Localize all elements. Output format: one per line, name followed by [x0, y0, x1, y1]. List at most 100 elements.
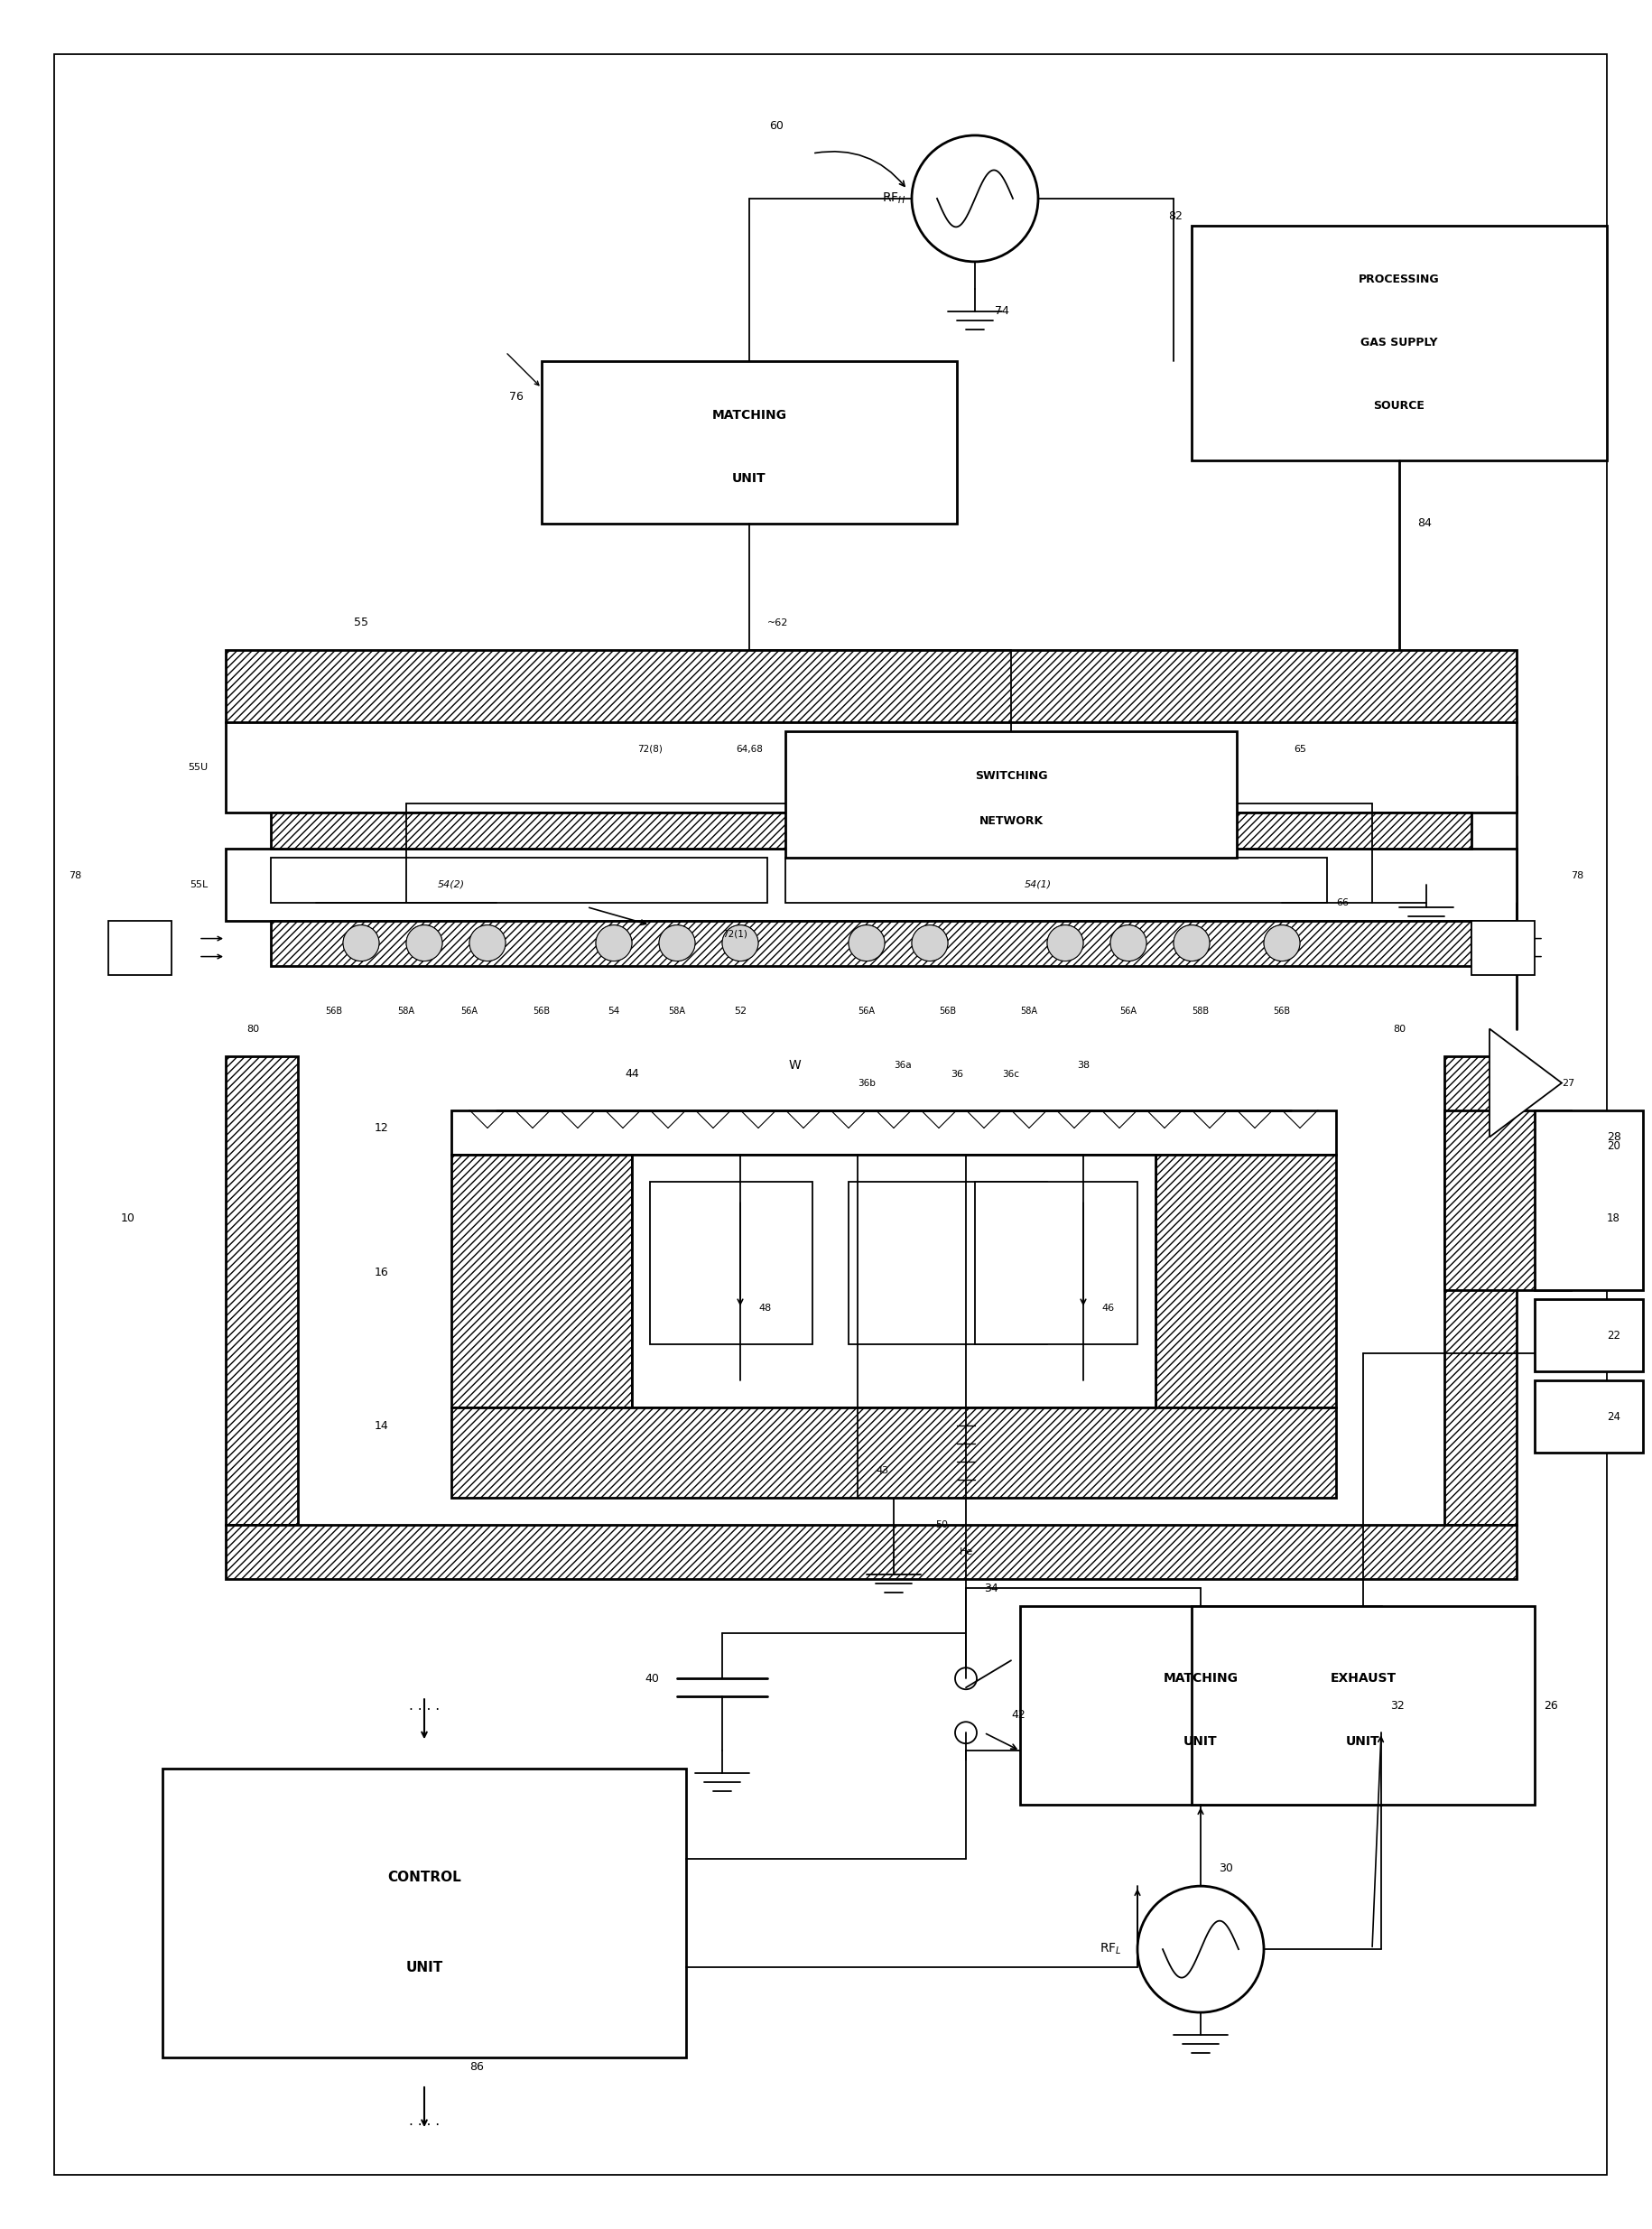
Text: 12: 12 [373, 1121, 388, 1135]
Text: 66: 66 [1336, 898, 1348, 907]
Bar [1444, 1057, 1517, 1525]
Text: 42: 42 [1011, 1710, 1026, 1721]
Text: 36c: 36c [1003, 1070, 1019, 1079]
Text: 36: 36 [950, 1070, 963, 1079]
Text: 55: 55 [354, 617, 368, 629]
Text: RF$_H$: RF$_H$ [882, 192, 905, 205]
Text: 36b: 36b [857, 1079, 876, 1088]
Text: NETWORK: NETWORK [980, 816, 1042, 827]
Bar [633, 1155, 1155, 1409]
Text: 78: 78 [68, 872, 81, 880]
Circle shape [1110, 925, 1146, 961]
Text: 54: 54 [608, 1005, 620, 1014]
Bar [162, 1770, 686, 2057]
Bar [785, 731, 1237, 858]
Text: GAS SUPPLY: GAS SUPPLY [1361, 337, 1437, 348]
Text: SWITCHING: SWITCHING [975, 771, 1047, 782]
Text: 82: 82 [1168, 212, 1183, 223]
Text: 78: 78 [1571, 872, 1584, 880]
Text: 86: 86 [469, 2060, 484, 2073]
Text: 58A: 58A [669, 1005, 686, 1014]
Text: RF$_L$: RF$_L$ [1099, 1941, 1122, 1957]
Bar [1155, 1155, 1336, 1409]
Text: UNIT: UNIT [1346, 1736, 1379, 1748]
Text: . . . .: . . . . [410, 1698, 439, 1712]
Text: 56A: 56A [857, 1005, 876, 1014]
Text: 34: 34 [985, 1583, 998, 1594]
Text: 18: 18 [1607, 1213, 1621, 1224]
Text: 10: 10 [121, 1213, 135, 1224]
Text: 14: 14 [373, 1420, 388, 1431]
Bar [451, 1409, 1336, 1498]
Text: 54(1): 54(1) [1024, 880, 1052, 889]
Text: 60: 60 [770, 120, 783, 132]
Text: 56A: 56A [461, 1005, 477, 1014]
Text: 58A: 58A [1021, 1005, 1037, 1014]
Circle shape [596, 925, 633, 961]
Circle shape [469, 925, 506, 961]
Bar [1535, 1380, 1644, 1453]
Bar [451, 1155, 633, 1409]
Circle shape [1264, 925, 1300, 961]
Polygon shape [1490, 1030, 1561, 1137]
Bar [975, 1181, 1138, 1344]
Circle shape [406, 925, 443, 961]
Text: 50: 50 [935, 1520, 948, 1529]
Text: 58A: 58A [398, 1005, 415, 1014]
Text: 55L: 55L [190, 880, 208, 889]
Bar [271, 811, 1472, 849]
Bar [226, 1057, 297, 1525]
Text: MATCHING: MATCHING [1163, 1672, 1237, 1685]
Bar [849, 1181, 1047, 1344]
Circle shape [1173, 925, 1209, 961]
Text: 58B: 58B [1193, 1005, 1209, 1014]
Bar [226, 649, 1517, 722]
Bar [226, 1525, 1517, 1580]
Text: 30: 30 [1219, 1861, 1232, 1875]
Bar [226, 722, 1517, 811]
Text: 24: 24 [1607, 1411, 1621, 1422]
Text: 54(2): 54(2) [438, 880, 464, 889]
Text: 46: 46 [1102, 1304, 1113, 1313]
Text: 38: 38 [1077, 1061, 1090, 1070]
Text: UNIT: UNIT [406, 1962, 443, 1975]
Text: He: He [960, 1547, 973, 1556]
Text: MATCHING: MATCHING [712, 408, 786, 421]
Bar [226, 849, 1517, 921]
Text: 44: 44 [624, 1068, 639, 1079]
Text: 36a: 36a [894, 1061, 912, 1070]
Text: 26: 26 [1543, 1701, 1558, 1712]
Text: 64,68: 64,68 [735, 744, 763, 753]
Bar [1191, 1607, 1535, 1805]
Bar [1191, 225, 1607, 459]
Text: 56B: 56B [940, 1005, 957, 1014]
Text: SOURCE: SOURCE [1373, 401, 1426, 412]
Circle shape [1047, 925, 1084, 961]
Text: 76: 76 [509, 392, 524, 403]
Bar [1535, 1110, 1644, 1291]
Text: 80: 80 [246, 1025, 259, 1034]
Text: 56B: 56B [534, 1005, 550, 1014]
Bar [109, 921, 172, 974]
Bar [451, 1110, 1336, 1155]
Text: 56A: 56A [1120, 1005, 1137, 1014]
Text: . . . .: . . . . [410, 2113, 439, 2126]
Circle shape [659, 925, 695, 961]
Circle shape [722, 925, 758, 961]
Bar [633, 1155, 1155, 1409]
Circle shape [344, 925, 380, 961]
Circle shape [912, 925, 948, 961]
Text: UNIT: UNIT [732, 473, 767, 484]
Bar [271, 858, 767, 903]
Text: CONTROL: CONTROL [387, 1870, 461, 1884]
Bar [271, 921, 1472, 965]
Text: ~62: ~62 [767, 617, 788, 626]
Text: 72(1): 72(1) [722, 929, 747, 938]
Text: 55U: 55U [188, 762, 208, 771]
Text: 20: 20 [1607, 1141, 1621, 1152]
Text: 22: 22 [1607, 1331, 1621, 1342]
Text: 32: 32 [1391, 1701, 1404, 1712]
Text: PROCESSING: PROCESSING [1360, 274, 1439, 285]
Bar [1535, 1300, 1644, 1371]
Text: 80: 80 [1393, 1025, 1406, 1034]
